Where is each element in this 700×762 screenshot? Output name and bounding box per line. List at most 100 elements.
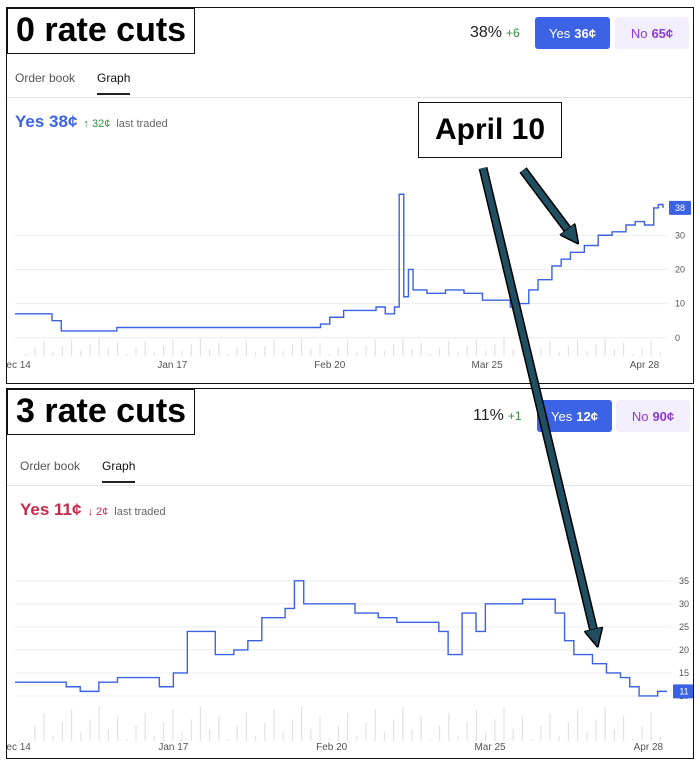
current-value-badge (673, 684, 693, 699)
volume-bar (365, 345, 367, 356)
volume-bar (273, 709, 275, 741)
probability-change: +6 (506, 26, 520, 40)
volume-bar (319, 342, 321, 356)
volume-bar (383, 732, 385, 741)
volume-bar (255, 352, 257, 356)
volume-bar (466, 722, 468, 741)
volume-bar (301, 706, 303, 741)
x-tick-label: Feb 20 (314, 360, 346, 371)
volume-bar (577, 709, 579, 741)
volume-bar (190, 719, 192, 741)
price-chart-0-rate-cuts: 0 10 20 30 Dec 14 Jan 17 Feb 20 Mar 25 Apr 28 38 (7, 193, 691, 371)
y-tick-label: 20 (675, 264, 685, 274)
no-button[interactable]: No 90¢ (616, 400, 690, 432)
tab-order-book[interactable]: Order book (20, 459, 81, 473)
volume-bar (89, 344, 91, 356)
volume-bar (485, 350, 487, 356)
volume-bar (531, 354, 533, 356)
volume-bar (89, 719, 91, 741)
volume-bar (25, 739, 27, 741)
price-header: Yes 38¢ ↑ 32¢ last traded (15, 112, 168, 132)
volume-bar (98, 706, 100, 741)
volume-bar (586, 350, 588, 356)
y-tick-label: 30 (679, 599, 689, 609)
volume-bar (549, 340, 551, 356)
panel-title: 0 rate cuts (7, 8, 196, 55)
tab-graph[interactable]: Graph (97, 71, 131, 95)
volume-bar (429, 739, 431, 741)
volume-bar (558, 735, 560, 741)
volume-bar (117, 342, 119, 356)
volume-bar (577, 339, 579, 356)
volume-bar (650, 712, 652, 741)
tab-graph[interactable]: Graph (102, 459, 136, 483)
volume-bar (135, 347, 137, 356)
price-series-line (15, 580, 667, 697)
no-price: 90¢ (652, 408, 675, 424)
volume-bar (356, 352, 358, 356)
volume-bar (227, 739, 229, 741)
volume-bar (80, 732, 82, 741)
current-value-badge (669, 200, 691, 215)
volume-bar (494, 719, 496, 741)
price-change: ↑ 32¢ (83, 118, 111, 130)
volume-bar (365, 722, 367, 741)
volume-bar (163, 345, 165, 356)
tab-order-book[interactable]: Order book (15, 71, 76, 85)
volume-bar (117, 716, 119, 741)
volume-bar (71, 709, 73, 741)
volume-bar (402, 337, 404, 356)
volume-bar (512, 349, 514, 356)
volume-bar (199, 706, 201, 741)
x-tick-label: Mar 25 (472, 360, 504, 371)
volume-bar (540, 347, 542, 356)
volume-bar (356, 735, 358, 741)
volume-bar (245, 340, 247, 356)
volume-bar (52, 735, 54, 741)
y-tick-label: 25 (679, 622, 689, 632)
yes-button[interactable]: Yes 36¢ (535, 17, 610, 49)
volume-bar (236, 725, 238, 741)
volume-bar (227, 354, 229, 356)
tab-divider (7, 97, 693, 98)
volume-bar (328, 354, 330, 356)
volume-bar (209, 349, 211, 356)
volume-bar (659, 352, 661, 356)
volume-bar (144, 712, 146, 741)
volume-bar (43, 340, 45, 356)
volume-bar (494, 344, 496, 356)
volume-bar (163, 722, 165, 741)
volume-bar (301, 337, 303, 356)
volume-bar (475, 339, 477, 356)
volume-bar (567, 345, 569, 356)
volume-bar (181, 732, 183, 741)
tab-bar: Order book Graph (20, 459, 157, 483)
volume-bar (485, 732, 487, 741)
volume-bar (632, 739, 634, 741)
volume-bar (337, 725, 339, 741)
volume-bar (347, 712, 349, 741)
volume-bar (80, 350, 82, 356)
volume-bar (411, 349, 413, 356)
volume-bar (420, 342, 422, 356)
volume-bar (549, 712, 551, 741)
price-series-line (15, 193, 664, 332)
volume-bar (411, 729, 413, 741)
volume-bar (623, 342, 625, 356)
volume-bar (641, 347, 643, 356)
volume-bar (521, 342, 523, 356)
volume-bar (439, 347, 441, 356)
volume-bar (503, 337, 505, 356)
volume-bar (319, 716, 321, 741)
volume-bar (236, 347, 238, 356)
x-tick-label: Apr 28 (630, 360, 660, 371)
volume-bar (558, 352, 560, 356)
x-tick-label: Jan 17 (158, 742, 188, 753)
volume-bar (107, 349, 109, 356)
no-button[interactable]: No 65¢ (615, 17, 689, 49)
chart-panel-3-rate-cuts: 3 rate cuts 11% +1 Yes 12¢ No 90¢ Order boo… (6, 388, 694, 759)
no-price: 65¢ (651, 25, 674, 41)
volume-bar (475, 709, 477, 741)
volume-bar (512, 729, 514, 741)
